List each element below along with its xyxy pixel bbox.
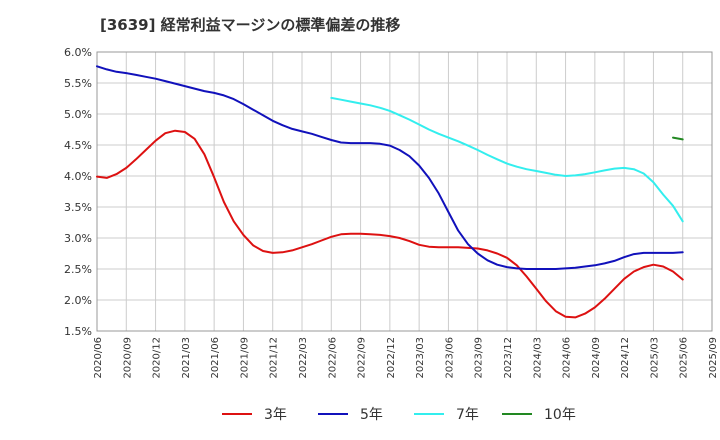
series-line-0 xyxy=(96,129,684,319)
plot-border xyxy=(96,51,713,332)
x-tick-label: 2022/09 xyxy=(357,337,368,379)
x-tick-label: 2024/06 xyxy=(562,337,573,379)
series-line-1 xyxy=(96,65,684,270)
chart-title: [3639] 経常利益マージンの標準偏差の推移 xyxy=(100,16,401,34)
x-tick-label: 2021/09 xyxy=(239,337,250,379)
legend-label-1: 5年 xyxy=(360,407,383,423)
y-tick-label: 2.5% xyxy=(64,263,92,276)
x-tick-label: 2023/12 xyxy=(503,337,514,379)
x-tick-label: 2023/06 xyxy=(444,337,455,379)
x-tick-label: 2025/09 xyxy=(708,337,719,379)
legend-label-0: 3年 xyxy=(264,407,287,423)
x-tick-label: 2022/12 xyxy=(386,337,397,379)
y-tick-label: 4.5% xyxy=(64,139,92,152)
x-tick-label: 2020/06 xyxy=(93,337,104,379)
x-tick-label: 2024/12 xyxy=(620,337,631,379)
x-tick-label: 2024/09 xyxy=(591,337,602,379)
x-tick-label: 2023/03 xyxy=(415,337,426,379)
series-layer xyxy=(96,65,684,319)
legend-label-2: 7年 xyxy=(456,407,479,423)
x-tick-label: 2021/06 xyxy=(210,337,221,379)
x-tick-label: 2024/03 xyxy=(532,337,543,379)
y-tick-label: 5.0% xyxy=(64,108,92,121)
legend-label-3: 10年 xyxy=(544,407,576,423)
x-axis: 2020/06 2020/09 2020/12 2021/03 2021/06 2021/… xyxy=(93,337,719,379)
legend: 3年 5年 7年 10年 xyxy=(222,407,576,423)
x-tick-label: 2023/09 xyxy=(474,337,485,379)
x-tick-label: 2025/06 xyxy=(679,337,690,379)
series-line-3 xyxy=(672,136,684,141)
y-tick-label: 2.0% xyxy=(64,294,92,307)
y-tick-label: 1.5% xyxy=(64,325,92,338)
y-axis: 1.5% 2.0% 2.5% 3.0% 3.5% 4.0% 4.5% 5.0% 5.5% 6.0% xyxy=(64,46,92,338)
y-tick-label: 3.0% xyxy=(64,232,92,245)
x-tick-label: 2022/06 xyxy=(327,337,338,379)
y-tick-label: 5.5% xyxy=(64,77,92,90)
x-tick-label: 2025/03 xyxy=(649,337,660,379)
x-tick-label: 2021/03 xyxy=(181,337,192,379)
x-tick-label: 2020/12 xyxy=(152,337,163,379)
y-tick-label: 3.5% xyxy=(64,201,92,214)
plot-frame xyxy=(96,51,713,332)
grid-lines xyxy=(96,51,713,332)
y-tick-label: 4.0% xyxy=(64,170,92,183)
y-tick-label: 6.0% xyxy=(64,46,92,59)
series-line-2 xyxy=(330,96,684,223)
x-tick-label: 2022/03 xyxy=(298,337,309,379)
x-tick-label: 2021/12 xyxy=(269,337,280,379)
x-tick-label: 2020/09 xyxy=(122,337,133,379)
